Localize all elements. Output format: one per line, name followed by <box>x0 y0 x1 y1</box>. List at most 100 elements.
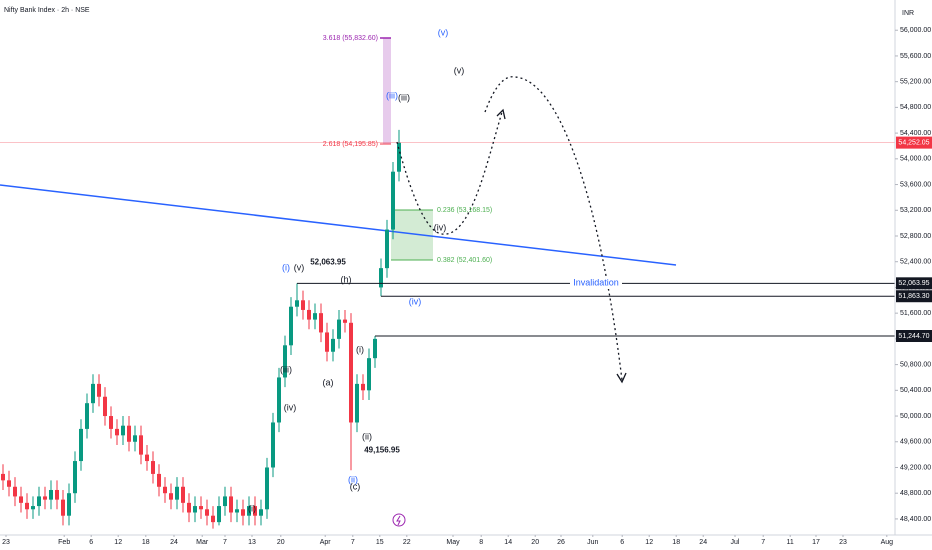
x-tick-label: 7 <box>223 539 227 546</box>
wave-label: (i) <box>248 503 256 513</box>
wave-label: (ii) <box>362 431 372 441</box>
y-tick-label: 49,200.00 <box>900 464 931 471</box>
candle-body <box>331 338 335 352</box>
candle-body <box>379 268 383 288</box>
x-tick-label: 18 <box>142 539 150 546</box>
candle-body <box>211 515 215 523</box>
wave-label: (c) <box>350 481 361 491</box>
wave-label: (i) <box>282 262 290 272</box>
price-label-box <box>896 136 932 149</box>
x-tick-label: Mar <box>196 539 209 546</box>
y-tick-label: 48,400.00 <box>900 516 931 523</box>
price-label-box <box>896 277 932 290</box>
wave-label: (v) <box>294 262 305 272</box>
x-tick-label: 23 <box>2 539 10 546</box>
y-tick-label: 55,600.00 <box>900 53 931 60</box>
y-tick-label: 50,800.00 <box>900 361 931 368</box>
candle-body <box>343 319 347 323</box>
event-icon-glyph <box>396 515 401 526</box>
candle-body <box>373 338 377 359</box>
price-label-box <box>896 330 932 343</box>
candle-body <box>259 509 263 516</box>
candle-body <box>277 377 281 423</box>
x-tick-label: 15 <box>376 539 384 546</box>
candle-body <box>73 461 77 494</box>
plot-area <box>0 129 895 529</box>
candle-body <box>109 416 113 429</box>
price-label: 52,063.95 <box>898 280 929 287</box>
y-tick-label: 53,200.00 <box>900 207 931 214</box>
price-label: 51,863.30 <box>898 293 929 300</box>
price-label-box <box>896 290 932 303</box>
x-tick-label: 11 <box>787 539 794 546</box>
candle-body <box>1 473 5 481</box>
wave-label: (iii) <box>386 90 398 100</box>
candle-body <box>313 313 317 320</box>
candle-body <box>151 461 155 474</box>
fib-extension-zone <box>383 38 391 144</box>
candle-body <box>115 428 119 436</box>
candle-body <box>199 506 203 510</box>
candle-body <box>31 506 35 510</box>
y-tick-label: 51,600.00 <box>900 310 931 317</box>
candle-body <box>217 506 221 523</box>
fib-label: 0.236 (53,168.15) <box>437 207 492 214</box>
chart-title: Nifty Bank Index · 2h · NSE <box>4 7 90 14</box>
projection-arrowhead <box>616 372 627 384</box>
x-tick-label: 24 <box>170 539 178 546</box>
candle-body <box>289 306 293 346</box>
event-icon[interactable] <box>392 513 406 527</box>
y-tick-label: 54,800.00 <box>900 104 931 111</box>
y-tick-label: 52,400.00 <box>900 259 931 266</box>
candle-body <box>337 319 341 339</box>
candle-body <box>37 496 41 507</box>
candle-body <box>97 383 101 397</box>
wave-label: (iii) <box>280 364 292 374</box>
candle-body <box>79 428 83 462</box>
x-tick-label: 20 <box>277 539 285 546</box>
callout-box <box>307 256 349 269</box>
x-tick-label: May <box>446 539 460 546</box>
y-tick-label: 53,600.00 <box>900 181 931 188</box>
candle-body <box>127 425 131 442</box>
y-tick-label: 54,400.00 <box>900 130 931 137</box>
invalidation-label: Invalidation <box>573 277 619 287</box>
candle-body <box>367 358 371 391</box>
x-tick-label: 14 <box>504 539 512 546</box>
x-tick-label: 8 <box>479 539 483 546</box>
candle-body <box>61 499 65 516</box>
x-tick-label: 12 <box>645 539 653 546</box>
candle-body <box>139 435 143 455</box>
y-tick-label: 49,600.00 <box>900 439 931 446</box>
y-tick-label: 55,200.00 <box>900 79 931 86</box>
y-tick-label: 50,400.00 <box>900 387 931 394</box>
candle-body <box>397 142 401 172</box>
candle-body <box>265 467 269 510</box>
fib-label: 0.382 (52,401.60) <box>437 257 492 264</box>
fib-label: 3.618 (55,832.60) <box>323 35 378 42</box>
projection-arrowhead <box>496 108 506 120</box>
x-tick-label: 7 <box>351 539 355 546</box>
candle-body <box>103 396 107 417</box>
candle-body <box>247 506 251 516</box>
candle-body <box>91 383 95 404</box>
y-tick-label: 52,800.00 <box>900 233 931 240</box>
x-tick-label: 26 <box>557 539 565 546</box>
candle-body <box>241 509 245 516</box>
annotations: 3.618 (55,832.60) 2.618 (54,195.85) 0.23… <box>4 7 914 527</box>
x-tick-label: Jul <box>731 539 740 546</box>
candle-body <box>319 313 323 333</box>
wave-label: (i) <box>356 344 364 354</box>
candle-body <box>223 496 227 507</box>
x-tick-label: 17 <box>812 539 820 546</box>
wave-label: (iii) <box>398 92 410 102</box>
wave-label: (v) <box>454 65 465 75</box>
x-tick-label: Apr <box>320 539 332 546</box>
candle-body <box>187 502 191 513</box>
callout-box <box>361 444 403 457</box>
price-label: 54,252.05 <box>898 139 929 146</box>
candle-body <box>361 383 365 391</box>
candle-body <box>175 486 179 500</box>
